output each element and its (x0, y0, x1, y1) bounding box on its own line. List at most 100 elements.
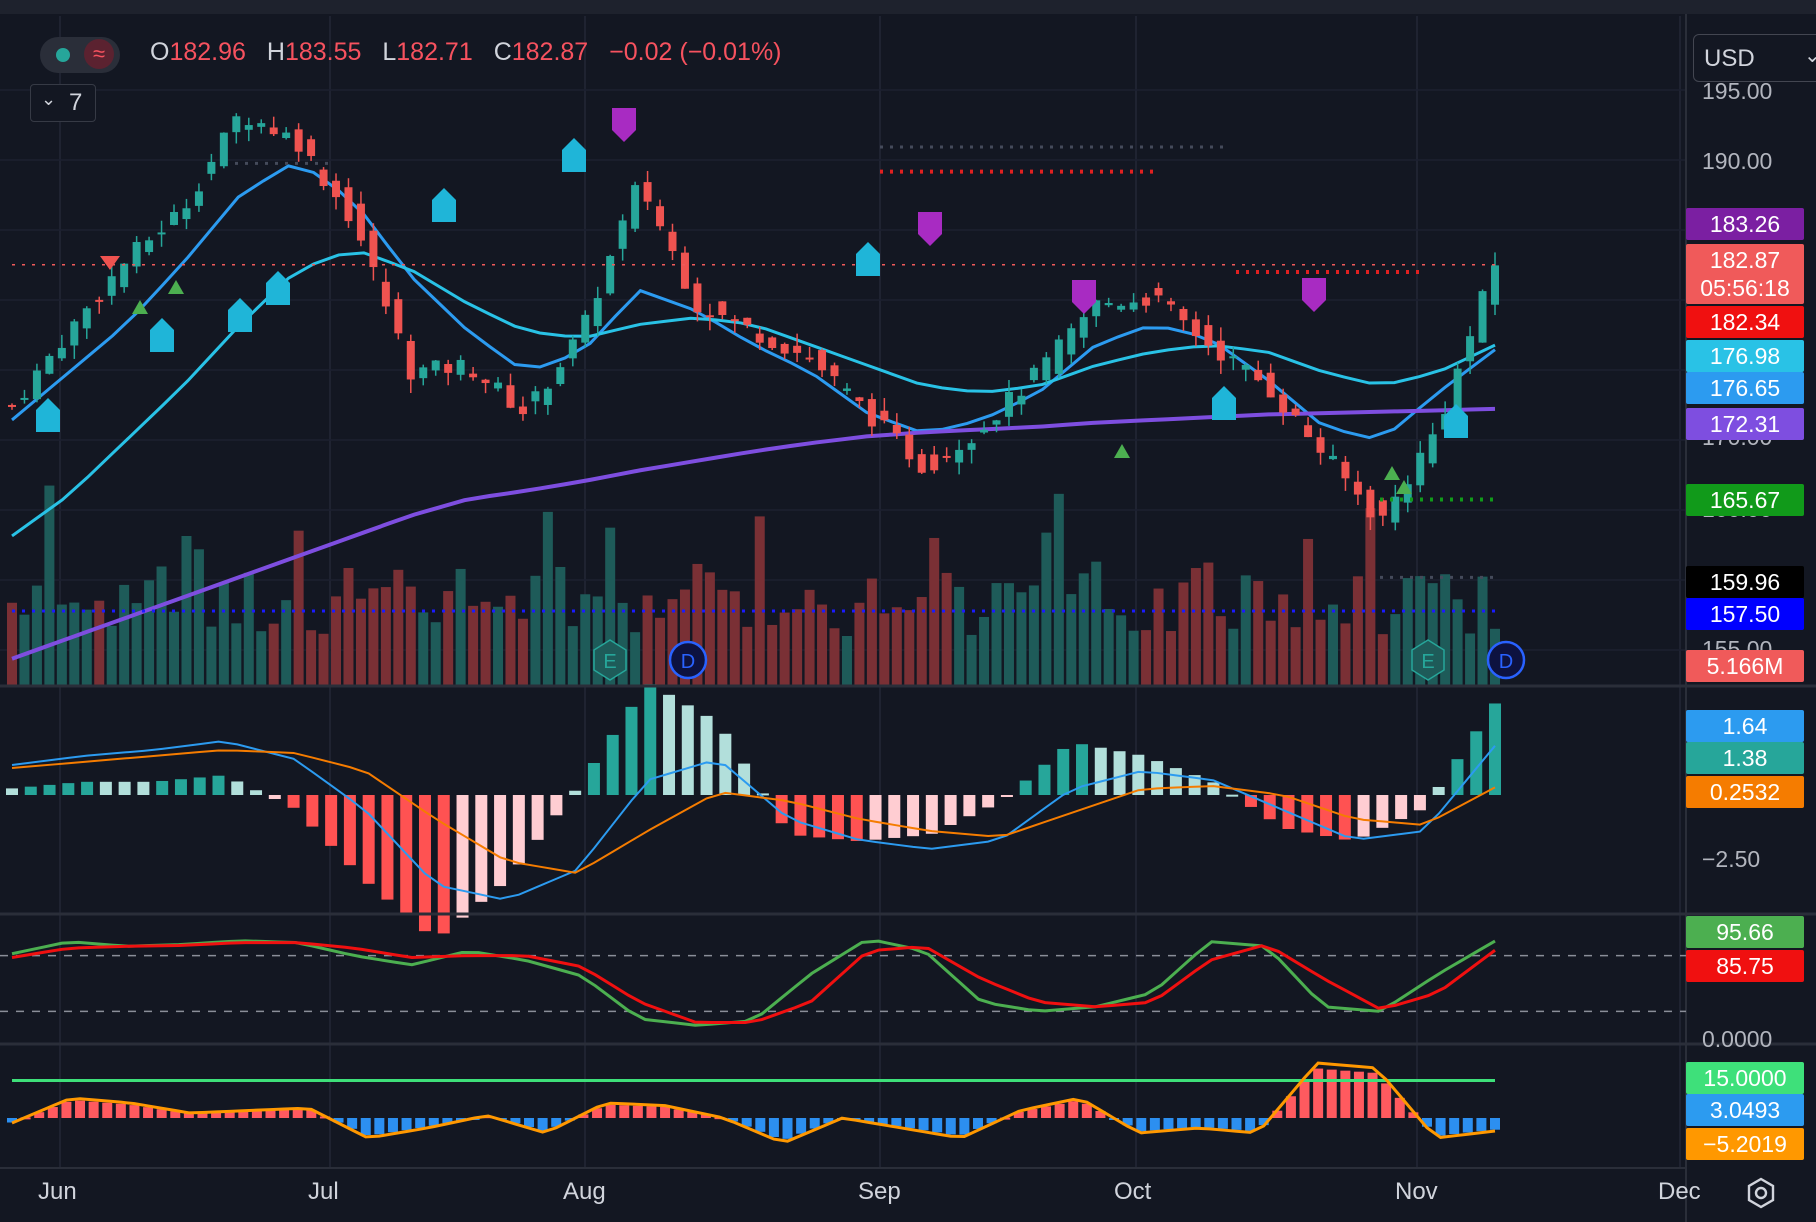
candle-body (818, 350, 827, 371)
candle-body (768, 337, 777, 349)
volume-bar (19, 614, 30, 686)
oscillator-histogram-bar (1217, 1118, 1228, 1129)
oscillator-histogram-bar (1353, 1071, 1364, 1118)
volume-bar (1203, 562, 1214, 686)
oscillator-histogram-bar (660, 1106, 671, 1118)
candle-body (307, 139, 316, 157)
volume-bar (1103, 608, 1114, 686)
candlesticks (8, 113, 1499, 531)
volume-bar (343, 568, 354, 686)
volume-bar (792, 609, 803, 686)
oscillator-histogram-bar (864, 1118, 875, 1123)
candle-body (606, 255, 615, 294)
macd-histogram-bar (325, 795, 338, 846)
indicator-visibility-toggle[interactable]: ≈ (40, 37, 120, 73)
volume-bar (1053, 493, 1064, 686)
macd-histogram-bar (212, 775, 225, 795)
oscillator-histogram-bar (782, 1118, 793, 1139)
oscillator-histogram-bar (1340, 1070, 1351, 1118)
volume-bar (1352, 576, 1363, 686)
macd-histogram-bar (1076, 744, 1089, 795)
macd-histogram-bar (6, 788, 18, 795)
candle-body (82, 308, 91, 329)
volume-bar (941, 572, 952, 686)
pane-dividers[interactable] (0, 684, 1816, 1046)
volume-bar (1452, 599, 1463, 686)
candle-body (967, 443, 976, 450)
volume-bar (605, 527, 616, 686)
oscillator-histogram-bar (129, 1105, 140, 1118)
macd-histogram-bar (1113, 751, 1126, 795)
event-markers[interactable]: E ED D (593, 639, 1526, 681)
macd-histogram-bar (1000, 795, 1013, 797)
volume-bar (1290, 627, 1301, 686)
oscillator-histogram-bar (632, 1105, 643, 1118)
candle-body (730, 319, 739, 322)
volume-bar (517, 618, 528, 686)
dividend-marker-label: D (681, 651, 695, 673)
candle-body (120, 263, 129, 288)
macd-histogram-bar (1244, 795, 1257, 807)
macd-histogram-bar (1470, 731, 1483, 795)
oscillator-histogram-bar (306, 1110, 317, 1118)
volume-bar (592, 596, 603, 686)
volume-bar (405, 586, 416, 686)
y-axis-label: 190.00 (1702, 148, 1773, 174)
volume-bar (56, 604, 67, 686)
candle-body (1254, 369, 1263, 381)
top-border (0, 0, 1816, 14)
oscillator-histogram-bar (1068, 1101, 1079, 1118)
collapse-indicators-button[interactable]: ⌄ 7 (30, 84, 96, 122)
high-value: 183.55 (284, 38, 362, 66)
macd-histogram-bar (362, 795, 375, 884)
oscillator-histogram-bar (156, 1109, 167, 1118)
candle-body (381, 281, 390, 307)
volume-bar (729, 591, 740, 686)
macd-histogram-bar (606, 734, 619, 795)
volume-bar (1165, 631, 1176, 686)
triangle-up (1384, 466, 1400, 480)
volume-bar (380, 587, 391, 686)
indicator-tag: 85.75 (1686, 950, 1804, 982)
oscillator-histogram-bar (102, 1102, 113, 1118)
macd-histogram-bar (381, 795, 394, 900)
macd-histogram-bar (1395, 795, 1408, 820)
buy-arrow (150, 318, 174, 352)
candle-body (1092, 300, 1101, 317)
candle-body (1154, 288, 1163, 296)
macd-line (11, 740, 1496, 900)
oscillator-histogram-bar (1367, 1072, 1378, 1118)
currency-select[interactable]: USD ⌄ (1693, 34, 1816, 82)
oscillator-histogram-bar (1149, 1118, 1160, 1131)
volume-bar (692, 563, 703, 686)
candle-body (456, 359, 465, 375)
volume-bar (44, 485, 55, 686)
earnings-marker-label: E (1421, 651, 1434, 673)
candle-body (1491, 265, 1499, 305)
oscillator-histogram-bar (904, 1118, 915, 1129)
macd-histogram-bar (907, 795, 920, 837)
candle-body (194, 191, 203, 206)
volume-bar (754, 516, 765, 686)
stochastic-pane (0, 939, 1686, 1027)
candle-body (1466, 336, 1475, 362)
oscillator-histogram-bar (1394, 1097, 1405, 1118)
volume-bar (1041, 532, 1052, 686)
volume-bar (480, 601, 491, 686)
volume-bar (630, 632, 641, 686)
candle-body (1279, 394, 1288, 413)
volume-bar (368, 588, 379, 686)
volume-bar (1415, 576, 1426, 686)
settings-gear-icon[interactable] (1744, 1176, 1778, 1210)
oscillator-histogram-bar (1027, 1108, 1038, 1118)
volume-bar (81, 609, 92, 686)
oscillator-histogram-bar (877, 1118, 888, 1125)
candle-body (1017, 395, 1026, 405)
candle-body (1304, 425, 1313, 438)
candle-body (942, 455, 951, 458)
candle-body (543, 388, 552, 405)
macd-histogram-bar (982, 795, 995, 808)
oscillator-histogram-bar (224, 1111, 235, 1118)
oscillator-histogram-bar (442, 1118, 453, 1124)
